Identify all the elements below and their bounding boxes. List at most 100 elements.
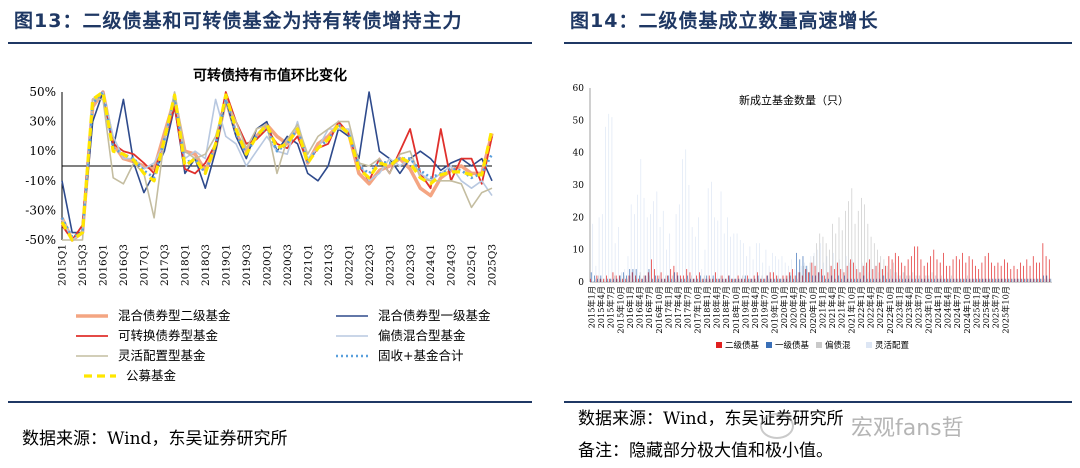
- bar: [826, 256, 828, 282]
- bar: [933, 249, 935, 282]
- bar: [970, 278, 971, 282]
- bar: [943, 278, 945, 282]
- bar: [1050, 278, 1052, 282]
- bar: [922, 278, 924, 282]
- bar: [784, 278, 785, 282]
- bar: [734, 278, 736, 282]
- bar: [925, 275, 926, 282]
- bar: [705, 278, 707, 282]
- bar: [912, 272, 914, 282]
- bar: [710, 278, 711, 282]
- bar: [914, 278, 916, 282]
- legend-swatch: [816, 342, 822, 348]
- bar: [630, 275, 631, 282]
- bar: [693, 278, 695, 282]
- bar: [953, 278, 955, 282]
- bar: [717, 220, 719, 282]
- x-tick-label: 2025年7月: [991, 286, 1001, 328]
- x-tick-label: 2020Q1: [261, 244, 273, 286]
- bar: [970, 278, 972, 282]
- bar: [849, 262, 850, 282]
- bar: [1028, 278, 1030, 282]
- legend-swatch: [766, 342, 772, 348]
- bar: [755, 278, 756, 282]
- x-tick-label: 2024年10月: [962, 286, 972, 334]
- x-tick-label: 2020年10月: [808, 286, 818, 334]
- bar: [769, 272, 771, 282]
- bar: [895, 278, 897, 282]
- bar: [837, 275, 839, 282]
- bar: [1024, 278, 1026, 282]
- bar: [870, 278, 871, 282]
- bar: [647, 272, 649, 282]
- bar: [873, 243, 875, 282]
- figure-13-bottom-rule: [8, 401, 532, 403]
- bar: [845, 256, 847, 282]
- bar: [782, 275, 784, 282]
- bar: [894, 252, 896, 282]
- bar: [845, 210, 846, 282]
- bar: [1027, 278, 1029, 282]
- bar: [683, 275, 684, 282]
- x-tick-label: 2023年1月: [894, 286, 904, 328]
- bar: [839, 259, 841, 282]
- bar: [897, 275, 898, 282]
- y-tick-label: 0: [578, 278, 584, 288]
- x-tick-label: 2016年1月: [625, 286, 635, 328]
- bar: [861, 197, 862, 282]
- bar: [698, 217, 699, 282]
- y-tick-label: 50: [573, 116, 585, 126]
- bar: [735, 278, 737, 282]
- bar: [1037, 278, 1039, 282]
- bar: [642, 275, 644, 282]
- bar: [857, 210, 859, 282]
- x-tick-label: 2020Q3: [282, 244, 294, 286]
- x-tick-label: 2015Q1: [57, 244, 69, 286]
- bar: [639, 272, 641, 282]
- bar: [722, 278, 724, 282]
- x-tick-label: 2020年7月: [798, 286, 808, 328]
- bar: [959, 259, 960, 282]
- bar: [816, 249, 818, 282]
- x-tick-label: 2019年10月: [769, 286, 779, 334]
- legend-label: 一级债基: [775, 340, 810, 351]
- bar: [779, 278, 781, 282]
- bar: [784, 262, 786, 282]
- bar: [957, 278, 959, 282]
- bar: [964, 278, 966, 282]
- bar: [981, 262, 983, 282]
- bar: [882, 269, 883, 282]
- x-tick-label: 2022Q1: [343, 244, 355, 286]
- bar: [814, 265, 816, 282]
- bar: [956, 278, 958, 282]
- bar: [676, 272, 678, 282]
- bar: [999, 278, 1000, 282]
- bar: [995, 278, 997, 282]
- bar: [966, 275, 968, 282]
- bar: [619, 275, 621, 282]
- bar: [682, 159, 683, 282]
- bar: [663, 278, 665, 282]
- x-tick-label: 2015年10月: [615, 286, 625, 334]
- watermark: 宏观fans哲: [760, 410, 1060, 446]
- bar: [731, 278, 732, 282]
- y-tick-label: 20: [573, 213, 585, 223]
- bar: [860, 278, 862, 282]
- bar: [844, 275, 846, 282]
- bar: [635, 269, 637, 282]
- bar: [886, 278, 887, 282]
- line-chart: 可转债持有市值环比变化 50% 30% 10% -10% -30% -50%2015Q1 20…: [25, 67, 498, 383]
- legend-label: 偏债混合型基金: [378, 328, 466, 343]
- x-tick-label: 2021年7月: [837, 286, 847, 328]
- bar: [913, 278, 914, 282]
- bar: [780, 278, 782, 282]
- bar: [909, 275, 911, 282]
- bar: [701, 269, 703, 282]
- x-tick-label: 2020年1月: [779, 286, 789, 328]
- bar: [727, 217, 728, 282]
- y-tick-label: -10%: [25, 174, 56, 188]
- bar: [606, 275, 607, 282]
- bar: [900, 275, 902, 282]
- wechat-icon: [760, 413, 794, 439]
